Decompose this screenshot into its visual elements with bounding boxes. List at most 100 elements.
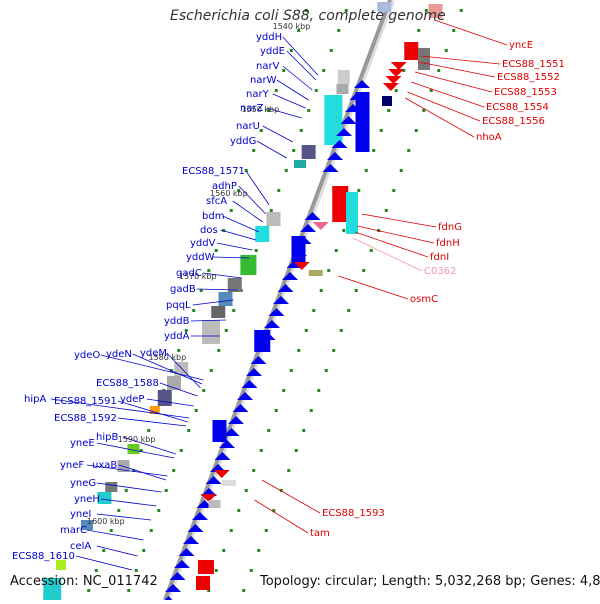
track-dot (134, 569, 138, 572)
left-leader (282, 65, 313, 91)
track-dot (372, 149, 376, 152)
track-dot (302, 429, 306, 432)
left-gene-label: yddG (230, 136, 256, 147)
gene-block (308, 270, 323, 276)
left-gene-label: yddV (190, 238, 216, 249)
forward-gene (340, 116, 357, 124)
forward-gene (336, 128, 352, 136)
right-gene-label: nhoA (476, 132, 502, 143)
gene-block (127, 444, 140, 454)
left-gene-label: gadC (176, 268, 202, 279)
track-dot (402, 69, 406, 72)
left-leader (86, 529, 144, 541)
track-dot (299, 129, 303, 132)
track-dot (384, 209, 388, 212)
left-leader (266, 107, 302, 119)
track-dot (209, 369, 213, 372)
track-dot (274, 89, 278, 92)
left-leader (96, 545, 138, 557)
track-dot (222, 549, 226, 552)
gene-block (227, 278, 242, 292)
left-gene-label: celA (70, 541, 91, 552)
track-dot (157, 509, 161, 512)
left-gene-label: uxaB (92, 460, 117, 471)
track-dot (364, 169, 368, 172)
forward-gene (273, 296, 289, 304)
forward-gene (304, 212, 321, 220)
track-dot (342, 229, 346, 232)
forward-gene (264, 320, 280, 328)
track-dot (242, 589, 246, 592)
track-dot (282, 69, 286, 72)
right-gene-label: ECS88_1593 (322, 508, 385, 519)
track-dot (199, 289, 203, 292)
left-gene-label: narW (250, 75, 277, 86)
track-dot (317, 389, 321, 392)
left-leader (238, 185, 267, 215)
left-gene-label: yddW (186, 252, 215, 263)
track-dot (414, 129, 418, 132)
left-leader (286, 50, 317, 81)
reverse-gene (200, 494, 217, 502)
left-leader (96, 442, 175, 459)
reverse-gene (388, 69, 405, 77)
track-dot (347, 309, 351, 312)
right-leader (411, 81, 485, 108)
left-leader (86, 464, 168, 477)
track-dot (127, 589, 131, 592)
track-dot (237, 509, 241, 512)
track-dot (284, 169, 288, 172)
forward-gene (354, 80, 370, 88)
forward-gene (178, 548, 195, 556)
left-leader (117, 400, 188, 423)
left-leader (232, 200, 263, 223)
forward-gene (232, 404, 249, 412)
left-leader (122, 436, 176, 455)
forward-gene (327, 152, 343, 160)
forward-gene (183, 536, 199, 544)
track-dot (172, 469, 176, 472)
right-leader (434, 19, 508, 46)
left-leader (222, 215, 260, 233)
track-dot (337, 29, 341, 32)
gene-block (428, 4, 443, 18)
track-dot (322, 69, 326, 72)
track-dot (124, 489, 128, 492)
track-dot (109, 529, 113, 532)
track-dot (269, 209, 273, 212)
forward-gene (355, 92, 370, 152)
reverse-gene (312, 222, 329, 230)
left-leader (146, 398, 194, 407)
track-dot (437, 69, 441, 72)
right-leader (354, 231, 429, 258)
gene-block (208, 500, 221, 508)
track-dot (217, 349, 221, 352)
gene-block (157, 390, 172, 406)
gene-block (218, 292, 233, 306)
track-dot (232, 309, 236, 312)
track-dot (267, 429, 271, 432)
forward-gene (219, 440, 235, 448)
track-dot (307, 109, 311, 112)
right-leader (405, 97, 475, 138)
track-dot (252, 469, 256, 472)
left-gene-label: ydeN (106, 349, 132, 360)
left-gene-label: ECS88_1591 (54, 396, 117, 407)
track-dot (314, 89, 318, 92)
left-gene-label: yneI (70, 509, 91, 520)
track-dot (287, 469, 291, 472)
gene-block (240, 255, 257, 275)
left-gene-label: narZ (240, 103, 264, 114)
left-gene-label: yneE (70, 438, 95, 449)
right-leader (352, 237, 423, 272)
forward-gene (165, 584, 181, 592)
forward-gene (322, 164, 339, 172)
forward-gene (268, 308, 285, 316)
left-gene-label: yddE (260, 46, 285, 57)
left-leader (192, 299, 234, 306)
track-dot (202, 389, 206, 392)
track-dot (149, 529, 153, 532)
left-leader (50, 398, 190, 419)
gene-block (255, 226, 270, 242)
left-gene-label: gadB (170, 284, 196, 295)
